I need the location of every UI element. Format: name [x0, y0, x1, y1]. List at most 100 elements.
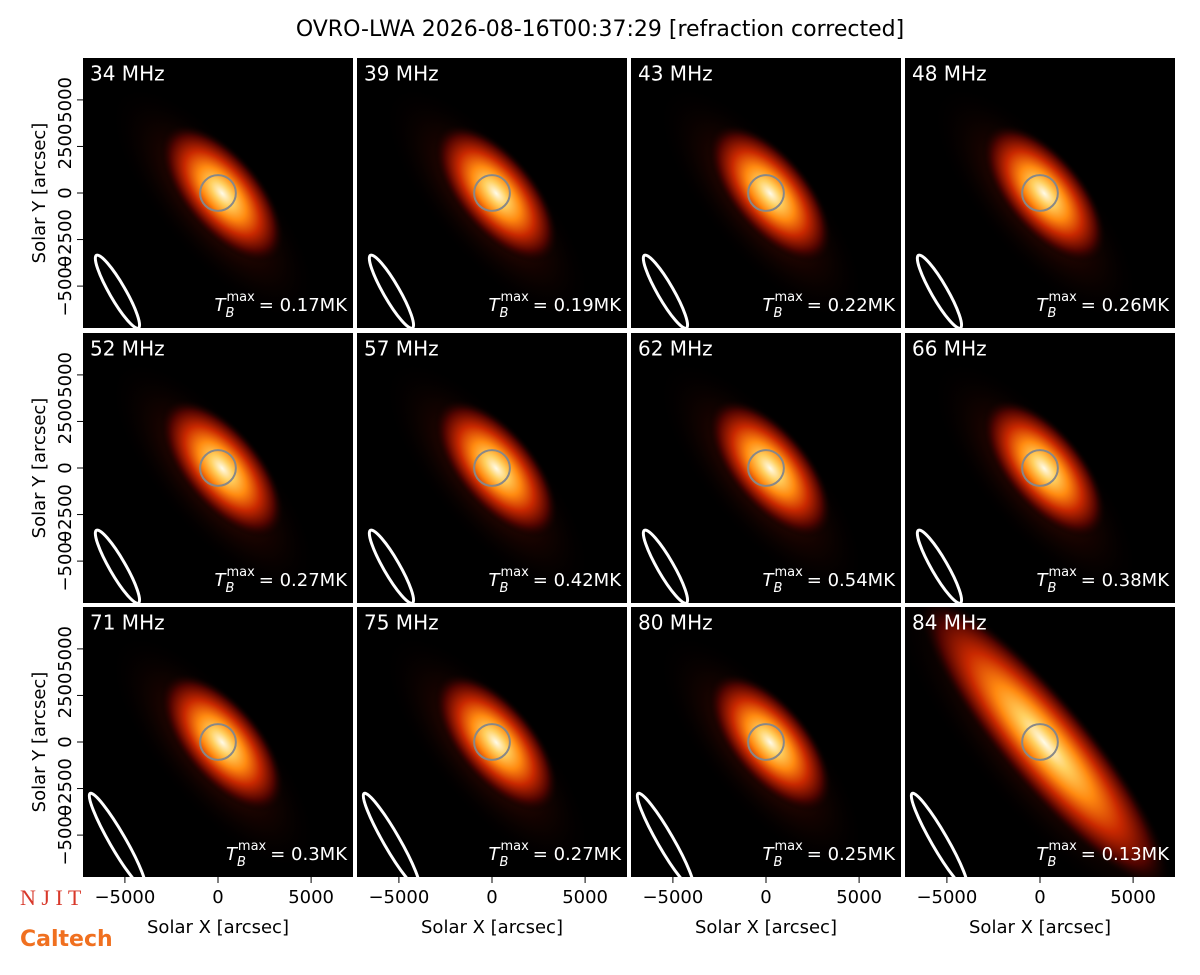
y-tick-label: −5000 [55, 805, 76, 866]
solar-disk [473, 174, 511, 212]
superscript: max [238, 839, 267, 854]
logo-caltech: Caltech [20, 927, 113, 952]
emission [159, 123, 285, 264]
symbol: T [1037, 295, 1050, 316]
x-tick-label: 5000 [562, 887, 608, 908]
x-axis-label: Solar X [arcsec] [695, 917, 837, 938]
beam [93, 253, 142, 328]
emission [159, 398, 285, 539]
y-tick-label: 5000 [55, 77, 76, 123]
y-tick-label: 0 [55, 736, 76, 747]
solar-disk [1021, 174, 1059, 212]
beam [915, 528, 964, 603]
frequency-label: 84 MHz [912, 611, 987, 635]
image [641, 83, 867, 328]
frequency-label: 75 MHz [364, 611, 439, 635]
emission [981, 398, 1107, 539]
tb-max-annotation: TBmax = 0.22MK [763, 290, 897, 321]
tb-max-annotation: TBmax = 0.25MK [763, 839, 897, 870]
x-tick-label: −5000 [642, 887, 703, 908]
tb-max-annotation: TBmax = 0.26MK [1037, 290, 1171, 321]
superscript: max [500, 839, 529, 854]
tb-max-annotation: TBmax = 0.19MK [489, 290, 623, 321]
beam [367, 528, 416, 603]
symbol: T [489, 844, 502, 865]
symbol: T [215, 295, 228, 316]
subscript: B [500, 581, 509, 596]
solar-disk [1021, 723, 1059, 761]
superscript: max [1048, 565, 1077, 580]
y-axis-label: Solar Y [arcsec] [29, 398, 50, 539]
frequency-label: 66 MHz [912, 337, 987, 361]
tb-max-annotation: TBmax = 0.27MK [489, 839, 623, 870]
symbol: T [763, 295, 776, 316]
symbol: T [763, 844, 776, 865]
y-tick-label: 2500 [55, 399, 76, 445]
x-tick-label: −5000 [916, 887, 977, 908]
y-tick-label: 0 [55, 462, 76, 473]
x-tick-label: 0 [1034, 887, 1045, 908]
emission [707, 123, 833, 264]
subscript: B [226, 306, 235, 321]
y-axis-label: Solar Y [arcsec] [29, 672, 50, 813]
superscript: max [774, 290, 803, 305]
subscript: B [1048, 306, 1057, 321]
superscript: max [774, 839, 803, 854]
x-axis-label: Solar X [arcsec] [969, 917, 1111, 938]
subscript: B [1048, 855, 1057, 870]
y-tick-label: 2500 [55, 124, 76, 170]
emission [159, 672, 285, 813]
value-text: = 0.26MK [1081, 295, 1170, 316]
image [641, 358, 867, 603]
subscript: B [226, 581, 235, 596]
image [93, 83, 319, 328]
symbol: T [215, 570, 228, 591]
subscript: B [774, 306, 783, 321]
y-axis-label: Solar Y [arcsec] [29, 123, 50, 264]
solar-disk [747, 449, 785, 487]
value-text: = 0.42MK [533, 570, 622, 591]
frequency-label: 57 MHz [364, 337, 439, 361]
x-tick-label: 5000 [288, 887, 334, 908]
frequency-label: 39 MHz [364, 62, 439, 86]
superscript: max [500, 565, 529, 580]
superscript: max [226, 290, 255, 305]
beam [915, 253, 964, 328]
tb-max-annotation: TBmax = 0.27MK [215, 565, 349, 596]
image [915, 358, 1141, 603]
solar-disk [199, 449, 237, 487]
emission [981, 123, 1107, 264]
beam [635, 791, 696, 877]
beam [641, 253, 690, 328]
symbol: T [489, 295, 502, 316]
y-tick-label: −5000 [55, 531, 76, 592]
superscript: max [1048, 290, 1077, 305]
symbol: T [226, 844, 239, 865]
tb-max-annotation: TBmax = 0.13MK [1037, 839, 1171, 870]
tb-max-annotation: TBmax = 0.3MK [226, 839, 348, 870]
superscript: max [500, 290, 529, 305]
value-text: = 0.54MK [807, 570, 896, 591]
subscript: B [500, 306, 509, 321]
value-text: = 0.22MK [807, 295, 896, 316]
y-tick-label: 2500 [55, 673, 76, 719]
y-tick-label: −2500 [55, 758, 76, 819]
symbol: T [763, 570, 776, 591]
frequency-label: 43 MHz [638, 62, 713, 86]
x-axis-label: Solar X [arcsec] [147, 917, 289, 938]
solar-disk [747, 723, 785, 761]
value-text: = 0.17MK [259, 295, 348, 316]
image [367, 83, 593, 328]
superscript: max [226, 565, 255, 580]
subscript: B [500, 855, 509, 870]
tb-max-annotation: TBmax = 0.42MK [489, 565, 623, 596]
y-tick-label: −5000 [55, 256, 76, 317]
solar-disk [199, 723, 237, 761]
emission [433, 123, 559, 264]
beam [361, 791, 422, 877]
logo-njit: N J I T [20, 885, 82, 910]
x-tick-label: 5000 [836, 887, 882, 908]
beam [87, 791, 148, 877]
